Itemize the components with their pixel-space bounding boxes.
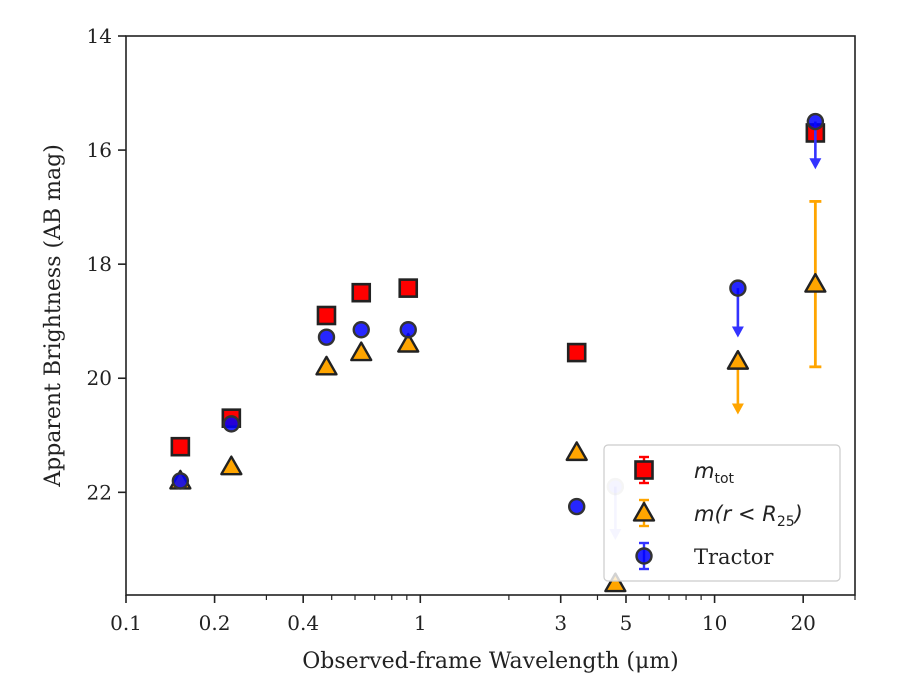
arrow-head <box>731 403 744 415</box>
y-axis: 14 16 18 20 22 <box>87 24 126 504</box>
y-tick-label: 22 <box>87 480 112 504</box>
data-point <box>170 436 191 457</box>
x-tick-label: 0.2 <box>199 611 231 635</box>
legend-entry: Tractor <box>635 541 774 571</box>
legend: mtot m(r < R25) Tractor <box>603 444 841 582</box>
data-point <box>399 321 417 339</box>
data-point <box>604 572 627 593</box>
data-point <box>220 455 243 476</box>
legend-marker <box>632 501 656 522</box>
arrow-head <box>809 158 822 170</box>
data-point <box>222 415 241 433</box>
series-0 <box>170 123 826 457</box>
y-tick-label: 20 <box>87 366 112 390</box>
x-tick-label: 1 <box>414 611 427 635</box>
data-point <box>171 472 190 490</box>
y-tick-label: 14 <box>87 24 112 48</box>
legend-marker <box>635 547 653 565</box>
x-tick-label: 5 <box>620 611 633 635</box>
data-point <box>566 342 587 363</box>
x-tick-label: 3 <box>554 611 567 635</box>
x-axis-title: Observed-frame Wavelength (μm) <box>302 649 678 674</box>
legend-label: mtot <box>694 459 735 487</box>
y-tick-label: 16 <box>87 138 112 162</box>
plot-frame <box>125 35 856 596</box>
data-point <box>316 305 337 326</box>
data-point <box>315 355 338 376</box>
legend-marker <box>634 460 654 480</box>
data-point <box>568 497 586 516</box>
data-point <box>729 279 747 297</box>
data-point <box>350 341 373 362</box>
x-axis: 0.1 0.2 0.4 1 3 5 10 20 <box>110 595 856 635</box>
legend-entry: m(r < R25) <box>632 498 803 530</box>
plot-area <box>169 112 827 593</box>
x-tick-label: 0.4 <box>287 611 319 635</box>
x-tick-label: 0.1 <box>110 611 142 635</box>
legend-box <box>603 444 841 582</box>
data-point <box>806 112 825 131</box>
data-point <box>726 349 750 370</box>
x-tick-label: 10 <box>702 611 727 635</box>
legend-label: Tractor <box>694 545 774 569</box>
data-point <box>804 272 827 293</box>
legend-entry: mtot <box>634 455 735 487</box>
data-point <box>397 332 420 353</box>
arrow-head <box>731 326 744 338</box>
y-axis-title: Apparent Brightness (AB mag) <box>41 144 66 488</box>
data-point <box>351 282 372 303</box>
legend-label: m(r < R25) <box>694 502 803 530</box>
data-point <box>352 321 370 339</box>
y-tick-label: 18 <box>87 252 112 276</box>
data-point <box>398 278 419 298</box>
data-point <box>317 328 336 346</box>
data-point <box>565 441 588 462</box>
x-tick-label: 20 <box>790 611 815 635</box>
